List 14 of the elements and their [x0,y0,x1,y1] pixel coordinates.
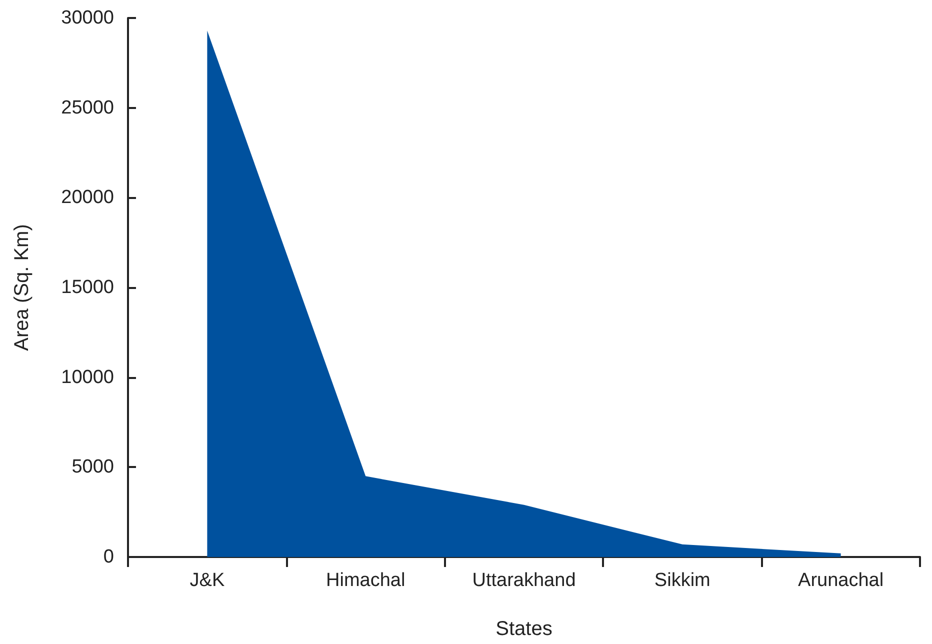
y-axis-title: Area (Sq. Km) [11,224,33,351]
x-tick-label: Arunachal [798,570,884,591]
y-tick-label: 0 [103,546,114,568]
y-tick-label: 20000 [61,187,114,208]
y-tick-label: 15000 [61,277,114,298]
x-axis-title: States [496,618,552,640]
y-tick-label: 10000 [61,366,114,388]
x-tick-label: Sikkim [654,570,710,591]
x-tick-label: Uttarakhand [472,570,576,591]
x-tick-label: Himachal [326,570,406,591]
y-tick-label: 25000 [61,97,114,118]
y-tick-label: 30000 [61,8,114,28]
x-tick-label: J&K [190,570,225,591]
y-tick-label: 5000 [72,456,114,478]
